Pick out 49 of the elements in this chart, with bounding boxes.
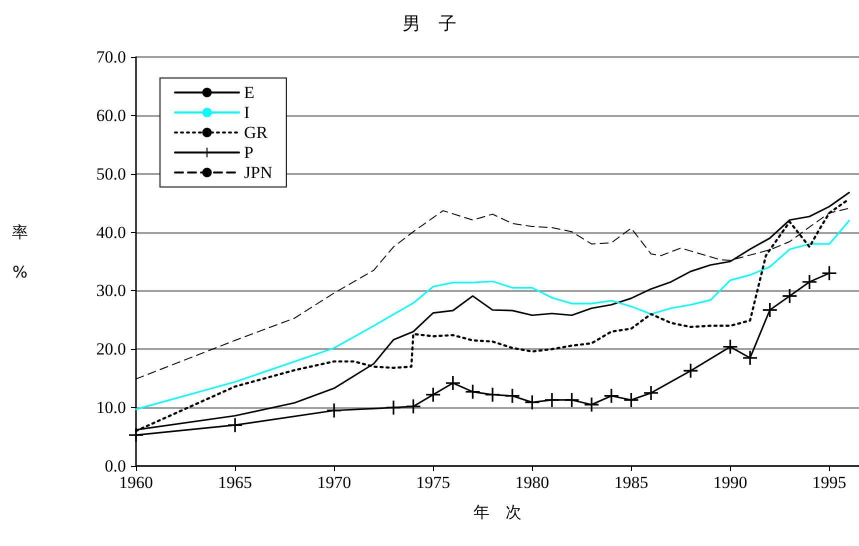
point bbox=[406, 399, 420, 414]
y-tick-label: 40.0 bbox=[96, 222, 126, 242]
legend-label: GR bbox=[244, 123, 268, 142]
x-axis-title: 年 次 bbox=[474, 502, 522, 522]
y-tick-label: 30.0 bbox=[96, 281, 126, 300]
point bbox=[505, 388, 520, 403]
point bbox=[386, 400, 401, 415]
point bbox=[644, 386, 658, 400]
y-tick-label: 50.0 bbox=[96, 164, 126, 184]
point bbox=[762, 302, 777, 317]
x-tick-label: 1980 bbox=[515, 473, 550, 492]
point bbox=[723, 340, 738, 354]
point bbox=[129, 428, 143, 442]
x-tick-label: 1995 bbox=[812, 473, 846, 492]
point bbox=[525, 395, 540, 410]
point bbox=[802, 274, 816, 289]
legend-label: JPN bbox=[244, 163, 272, 182]
x-tick-label: 1985 bbox=[614, 473, 648, 492]
chart-title: 男 子 bbox=[402, 14, 456, 34]
x-tick-label: 1990 bbox=[713, 473, 748, 492]
legend-label: E bbox=[244, 83, 254, 102]
text: 率 % bbox=[12, 222, 28, 282]
x-tick-label: 1960 bbox=[119, 473, 153, 492]
line-series bbox=[135, 220, 850, 410]
y-tick-label: 70.0 bbox=[96, 48, 126, 66]
point bbox=[584, 398, 599, 412]
point bbox=[426, 388, 440, 402]
x-tick-label: 1970 bbox=[317, 473, 352, 492]
y-tick-label: 60.0 bbox=[96, 106, 126, 125]
y-tick-label: 0.0 bbox=[104, 456, 126, 476]
point bbox=[228, 418, 242, 432]
point bbox=[446, 376, 460, 390]
point bbox=[782, 288, 797, 303]
point bbox=[486, 388, 500, 402]
point bbox=[544, 392, 559, 407]
point bbox=[624, 392, 638, 407]
y-tick-label: 20.0 bbox=[96, 340, 126, 359]
y-tick-label: 10.0 bbox=[96, 398, 126, 418]
point bbox=[564, 392, 579, 407]
x-tick-label: 1975 bbox=[416, 473, 450, 492]
point bbox=[743, 350, 758, 365]
point bbox=[466, 384, 480, 399]
point bbox=[604, 388, 618, 403]
point bbox=[327, 403, 342, 418]
point bbox=[684, 364, 698, 378]
point bbox=[822, 266, 836, 280]
x-tick-label: 1965 bbox=[218, 473, 252, 492]
legend-label: I bbox=[244, 103, 250, 122]
legend-label: P bbox=[244, 143, 254, 162]
